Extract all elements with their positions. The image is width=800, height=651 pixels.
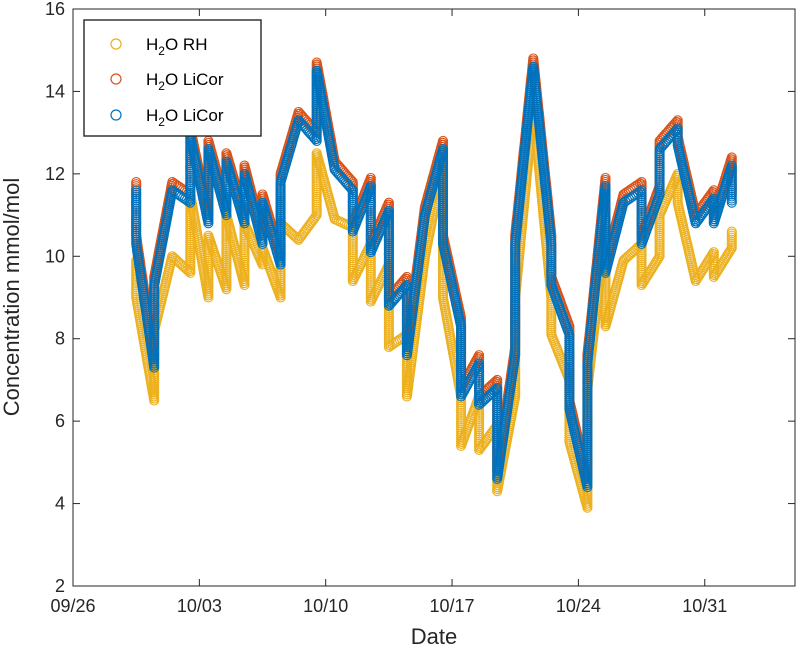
trace-marker: [169, 186, 180, 197]
trace-marker: [306, 216, 317, 227]
series-layer: [131, 53, 737, 513]
trace-marker: [297, 229, 308, 240]
series-2: [131, 61, 737, 493]
trace-marker: [482, 433, 493, 444]
trace-marker: [385, 340, 396, 351]
trace-marker: [653, 252, 664, 264]
data-point: [167, 177, 178, 188]
trace-marker: [723, 248, 734, 259]
trace-marker: [304, 219, 315, 231]
trace-marker: [697, 200, 708, 211]
trace-marker: [309, 213, 320, 224]
trace-marker: [301, 223, 313, 234]
data-point: [726, 226, 737, 237]
data-point: [383, 341, 394, 353]
data-point: [474, 444, 485, 456]
trace-marker: [290, 232, 301, 243]
trace-marker: [299, 226, 310, 237]
trace-marker: [174, 190, 185, 201]
trace-marker: [391, 336, 402, 348]
trace-marker: [387, 339, 398, 350]
trace-marker: [294, 233, 305, 244]
data-point: [167, 185, 178, 196]
trace-marker: [725, 244, 736, 255]
trace-marker: [170, 187, 181, 198]
trace-marker: [344, 182, 356, 193]
trace-marker: [480, 436, 491, 447]
